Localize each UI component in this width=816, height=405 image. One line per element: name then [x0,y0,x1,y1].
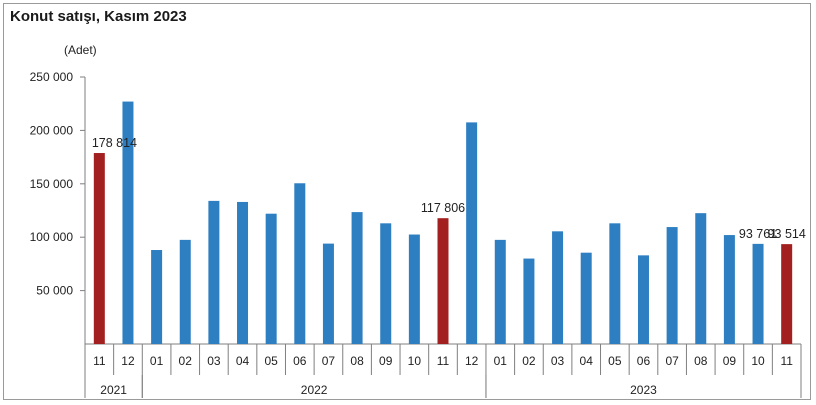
x-tick-label: 02 [522,354,536,368]
x-tick-label: 02 [179,354,193,368]
chart-title: Konut satışı, Kasım 2023 [10,8,187,25]
bar [322,243,334,344]
data-label: 117 806 [421,201,465,215]
x-tick-label: 11 [780,354,793,368]
bar [179,239,191,344]
bar [122,101,134,345]
bar [723,235,735,344]
x-tick-label: 03 [551,354,565,368]
bar [265,213,277,344]
y-tick-label: 250 000 [30,70,74,84]
bar [294,183,306,344]
x-tick-label: 10 [408,354,422,368]
y-tick-label: 100 000 [30,230,74,244]
x-tick-label: 05 [264,354,278,368]
x-year-label: 2022 [301,383,328,397]
bar [380,223,392,344]
x-tick-label: 03 [207,354,221,368]
x-tick-label: 06 [637,354,651,368]
bar [609,223,621,344]
bar [695,213,707,344]
y-tick-label: 50 000 [36,284,73,298]
x-year-label: 2023 [630,383,657,397]
bar-highlight [93,153,105,344]
bar-highlight [781,244,793,344]
bar [552,231,564,344]
bar [351,212,363,344]
x-tick-label: 08 [350,354,364,368]
bar-highlight [437,218,449,344]
bar [237,201,249,344]
bar [494,239,506,344]
x-tick-label: 01 [150,354,164,368]
y-tick-label: 200 000 [30,123,74,137]
x-tick-label: 10 [751,354,765,368]
x-tick-label: 04 [236,354,250,368]
bar [637,255,649,344]
x-year-label: 2021 [100,383,127,397]
y-axis-unit-label: (Adet) [64,43,97,57]
bar [523,258,535,344]
x-tick-label: 12 [121,354,135,368]
x-tick-label: 08 [694,354,708,368]
bar [208,200,220,344]
data-label: 178 814 [92,136,137,150]
x-tick-label: 07 [665,354,679,368]
x-tick-label: 07 [322,354,336,368]
x-tick-label: 11 [93,354,106,368]
data-label: 93 761 [739,227,777,241]
bar [666,227,678,344]
bar [466,122,478,344]
x-tick-label: 09 [379,354,393,368]
x-tick-label: 05 [608,354,622,368]
y-tick-label: 150 000 [30,177,74,191]
bar [151,250,163,344]
bar [580,252,592,344]
data-label: 93 514 [768,227,806,241]
x-tick-label: 01 [494,354,508,368]
x-tick-label: 11 [437,354,450,368]
bar [752,243,764,344]
x-tick-label: 12 [465,354,479,368]
x-tick-label: 04 [580,354,594,368]
x-tick-label: 06 [293,354,307,368]
x-tick-label: 09 [723,354,737,368]
bar [408,234,420,344]
